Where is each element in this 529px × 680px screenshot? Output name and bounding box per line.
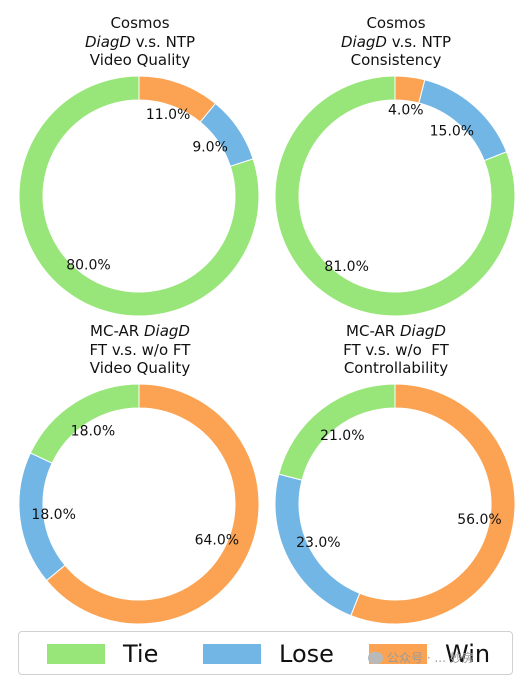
data-label-lose: 23.0%: [296, 535, 340, 551]
donut-chart: 11.0% 9.0% 80.0%: [18, 75, 260, 317]
title-line: DiagD v.s. NTP: [264, 33, 528, 52]
legend-label: Lose: [279, 640, 334, 668]
slice-win: [45, 383, 260, 625]
legend-item-tie: Tie: [47, 640, 158, 668]
data-label-win: 11.0%: [146, 107, 190, 123]
chart-panel-4: MC-AR DiagD FT v.s. w/o FT Controllabili…: [264, 308, 528, 625]
legend-label: Win: [445, 640, 491, 668]
chart-title: MC-AR DiagD FT v.s. w/o FT Controllabili…: [264, 322, 528, 378]
title-text: MC-AR: [346, 322, 400, 340]
title-italic: DiagD: [340, 32, 387, 51]
data-label-lose: 9.0%: [192, 140, 228, 156]
data-label-tie: 81.0%: [324, 259, 368, 275]
donut-chart: 4.0% 15.0% 81.0%: [274, 75, 516, 317]
watermark-text: 公众号 · ... 妙房: [387, 651, 474, 665]
slice-tie: [18, 75, 260, 317]
data-label-lose: 15.0%: [430, 123, 474, 139]
title-line: Consistency: [350, 51, 442, 69]
title-line: Cosmos: [110, 14, 170, 32]
title-text: MC-AR: [90, 322, 144, 340]
legend-swatch-lose: [203, 644, 261, 664]
chart-panel-3: MC-AR DiagD FT v.s. w/o FT Video Quality…: [8, 308, 272, 625]
chart-panel-1: Cosmos DiagD v.s. NTP Video Quality 11.0…: [8, 0, 272, 317]
donut-chart: 64.0% 18.0% 18.0%: [18, 383, 260, 625]
title-text: v.s. NTP: [130, 32, 195, 51]
slice-tie: [29, 383, 140, 464]
title-italic: DiagD: [399, 322, 446, 340]
legend-swatch-win: [369, 644, 427, 664]
slice-tie: [278, 383, 396, 481]
chart-title: MC-AR DiagD FT v.s. w/o FT Video Quality: [8, 322, 272, 378]
slice-tie: [274, 75, 516, 317]
title-line: Video Quality: [89, 51, 191, 69]
data-label-lose: 18.0%: [31, 507, 75, 523]
title-line: DiagD v.s. NTP: [8, 33, 272, 52]
title-line: Controllability: [343, 359, 449, 377]
chart-panel-2: Cosmos DiagD v.s. NTP Consistency 4.0% 15…: [264, 0, 528, 317]
title-italic: DiagD: [143, 322, 190, 340]
title-line: MC-AR DiagD: [264, 322, 528, 341]
data-label-tie: 18.0%: [71, 423, 115, 439]
data-label-win: 4.0%: [388, 103, 424, 119]
chart-title: Cosmos DiagD v.s. NTP Video Quality: [8, 14, 272, 70]
title-text: v.s. NTP: [386, 32, 451, 51]
legend-swatch-tie: [47, 644, 105, 664]
title-line: FT v.s. w/o FT: [343, 340, 449, 359]
slice-lose: [199, 102, 254, 167]
legend-item-win: Win: [369, 640, 490, 668]
legend-label: Tie: [123, 640, 159, 668]
data-label-tie: 80.0%: [66, 258, 110, 274]
title-line: FT v.s. w/o FT: [89, 340, 191, 359]
slice-lose: [418, 79, 508, 162]
watermark: 公众号 · ... 妙房: [368, 649, 474, 666]
data-label-tie: 21.0%: [320, 428, 364, 444]
title-line: Video Quality: [89, 359, 191, 377]
title-line: MC-AR DiagD: [8, 322, 272, 341]
title-italic: DiagD: [84, 32, 131, 51]
title-line: Cosmos: [366, 14, 426, 32]
wechat-icon: [368, 651, 383, 664]
legend: Tie Lose Win: [18, 631, 513, 675]
slice-win: [350, 383, 516, 625]
data-label-win: 56.0%: [457, 512, 501, 528]
legend-item-lose: Lose: [203, 640, 334, 668]
chart-title: Cosmos DiagD v.s. NTP Consistency: [264, 14, 528, 70]
data-label-win: 64.0%: [195, 533, 239, 549]
donut-chart: 56.0% 23.0% 21.0%: [274, 383, 516, 625]
